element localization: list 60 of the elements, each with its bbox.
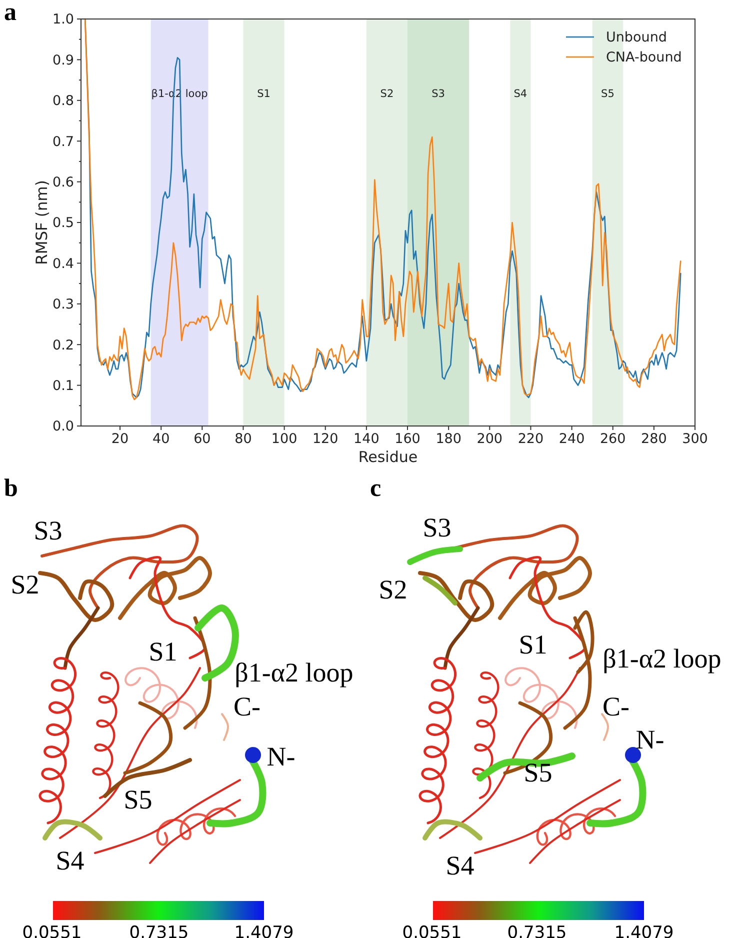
text: b xyxy=(4,475,18,502)
chart-title: a xyxy=(4,0,17,26)
x-tick-label: 160 xyxy=(394,431,420,447)
y-tick-label: 0.4 xyxy=(52,256,74,272)
text: S3 xyxy=(34,515,62,546)
text: S2 xyxy=(378,574,408,604)
x-tick-label: 180 xyxy=(436,431,462,447)
x-tick-label: 100 xyxy=(271,431,298,447)
x-tick-label: 220 xyxy=(518,431,544,447)
x-tick-label: 140 xyxy=(354,431,380,447)
text: 1.4079 xyxy=(234,922,294,938)
band-label: S4 xyxy=(514,88,528,100)
x-tick-label: 80 xyxy=(234,431,252,447)
y-tick-label: 0.9 xyxy=(52,52,74,68)
text: S3 xyxy=(422,512,452,542)
text: S5 xyxy=(524,757,552,788)
x-tick-label: 260 xyxy=(600,431,626,447)
text: β1-α2 loop xyxy=(602,643,722,674)
text: 0.0551 xyxy=(402,922,462,938)
band-label: S5 xyxy=(601,88,614,100)
text: β1-α2 loop xyxy=(234,657,354,688)
legend-label: Unbound xyxy=(606,30,667,46)
band-label: S2 xyxy=(380,88,394,100)
y-tick-label: 1.0 xyxy=(52,12,74,28)
text: S5 xyxy=(124,784,152,814)
text: S1 xyxy=(518,629,548,660)
y-tick-label: 0.0 xyxy=(52,418,74,435)
text: 1.4079 xyxy=(614,922,674,938)
text: S1 xyxy=(148,636,178,666)
x-tick-label: 240 xyxy=(558,431,585,447)
text: S4 xyxy=(56,845,85,876)
x-tick-label: 60 xyxy=(194,431,211,447)
text: c xyxy=(370,475,382,502)
band-label: S3 xyxy=(432,88,445,100)
y-tick-label: 0.5 xyxy=(52,215,74,232)
text: S4 xyxy=(446,850,475,880)
y-tick-label: 0.6 xyxy=(52,174,74,191)
text: 0.7315 xyxy=(507,922,567,938)
text: C- xyxy=(602,691,630,722)
y-tick-label: 0.8 xyxy=(52,93,74,110)
text: N- xyxy=(636,724,664,754)
text: 0.0551 xyxy=(22,922,82,938)
band-label: S1 xyxy=(257,88,270,100)
x-tick-label: 300 xyxy=(682,431,708,447)
x-tick-label: 40 xyxy=(152,431,170,447)
x-tick-label: 200 xyxy=(476,431,503,447)
x-axis-title: Residue xyxy=(358,448,418,466)
text: 0.7315 xyxy=(129,922,189,938)
y-tick-label: 0.1 xyxy=(52,378,74,394)
text: N- xyxy=(266,741,296,772)
y-axis-title: RMSF (nm) xyxy=(33,180,51,265)
y-tick-label: 0.2 xyxy=(52,337,74,354)
y-tick-label: 0.3 xyxy=(52,296,74,313)
x-tick-label: 280 xyxy=(641,431,667,447)
y-tick-label: 0.7 xyxy=(52,134,74,150)
x-tick-label: 20 xyxy=(111,431,129,447)
legend-label: CNA-bound xyxy=(606,50,682,66)
text: S2 xyxy=(10,569,40,600)
text: C- xyxy=(234,691,261,722)
x-tick-label: 120 xyxy=(312,431,338,447)
